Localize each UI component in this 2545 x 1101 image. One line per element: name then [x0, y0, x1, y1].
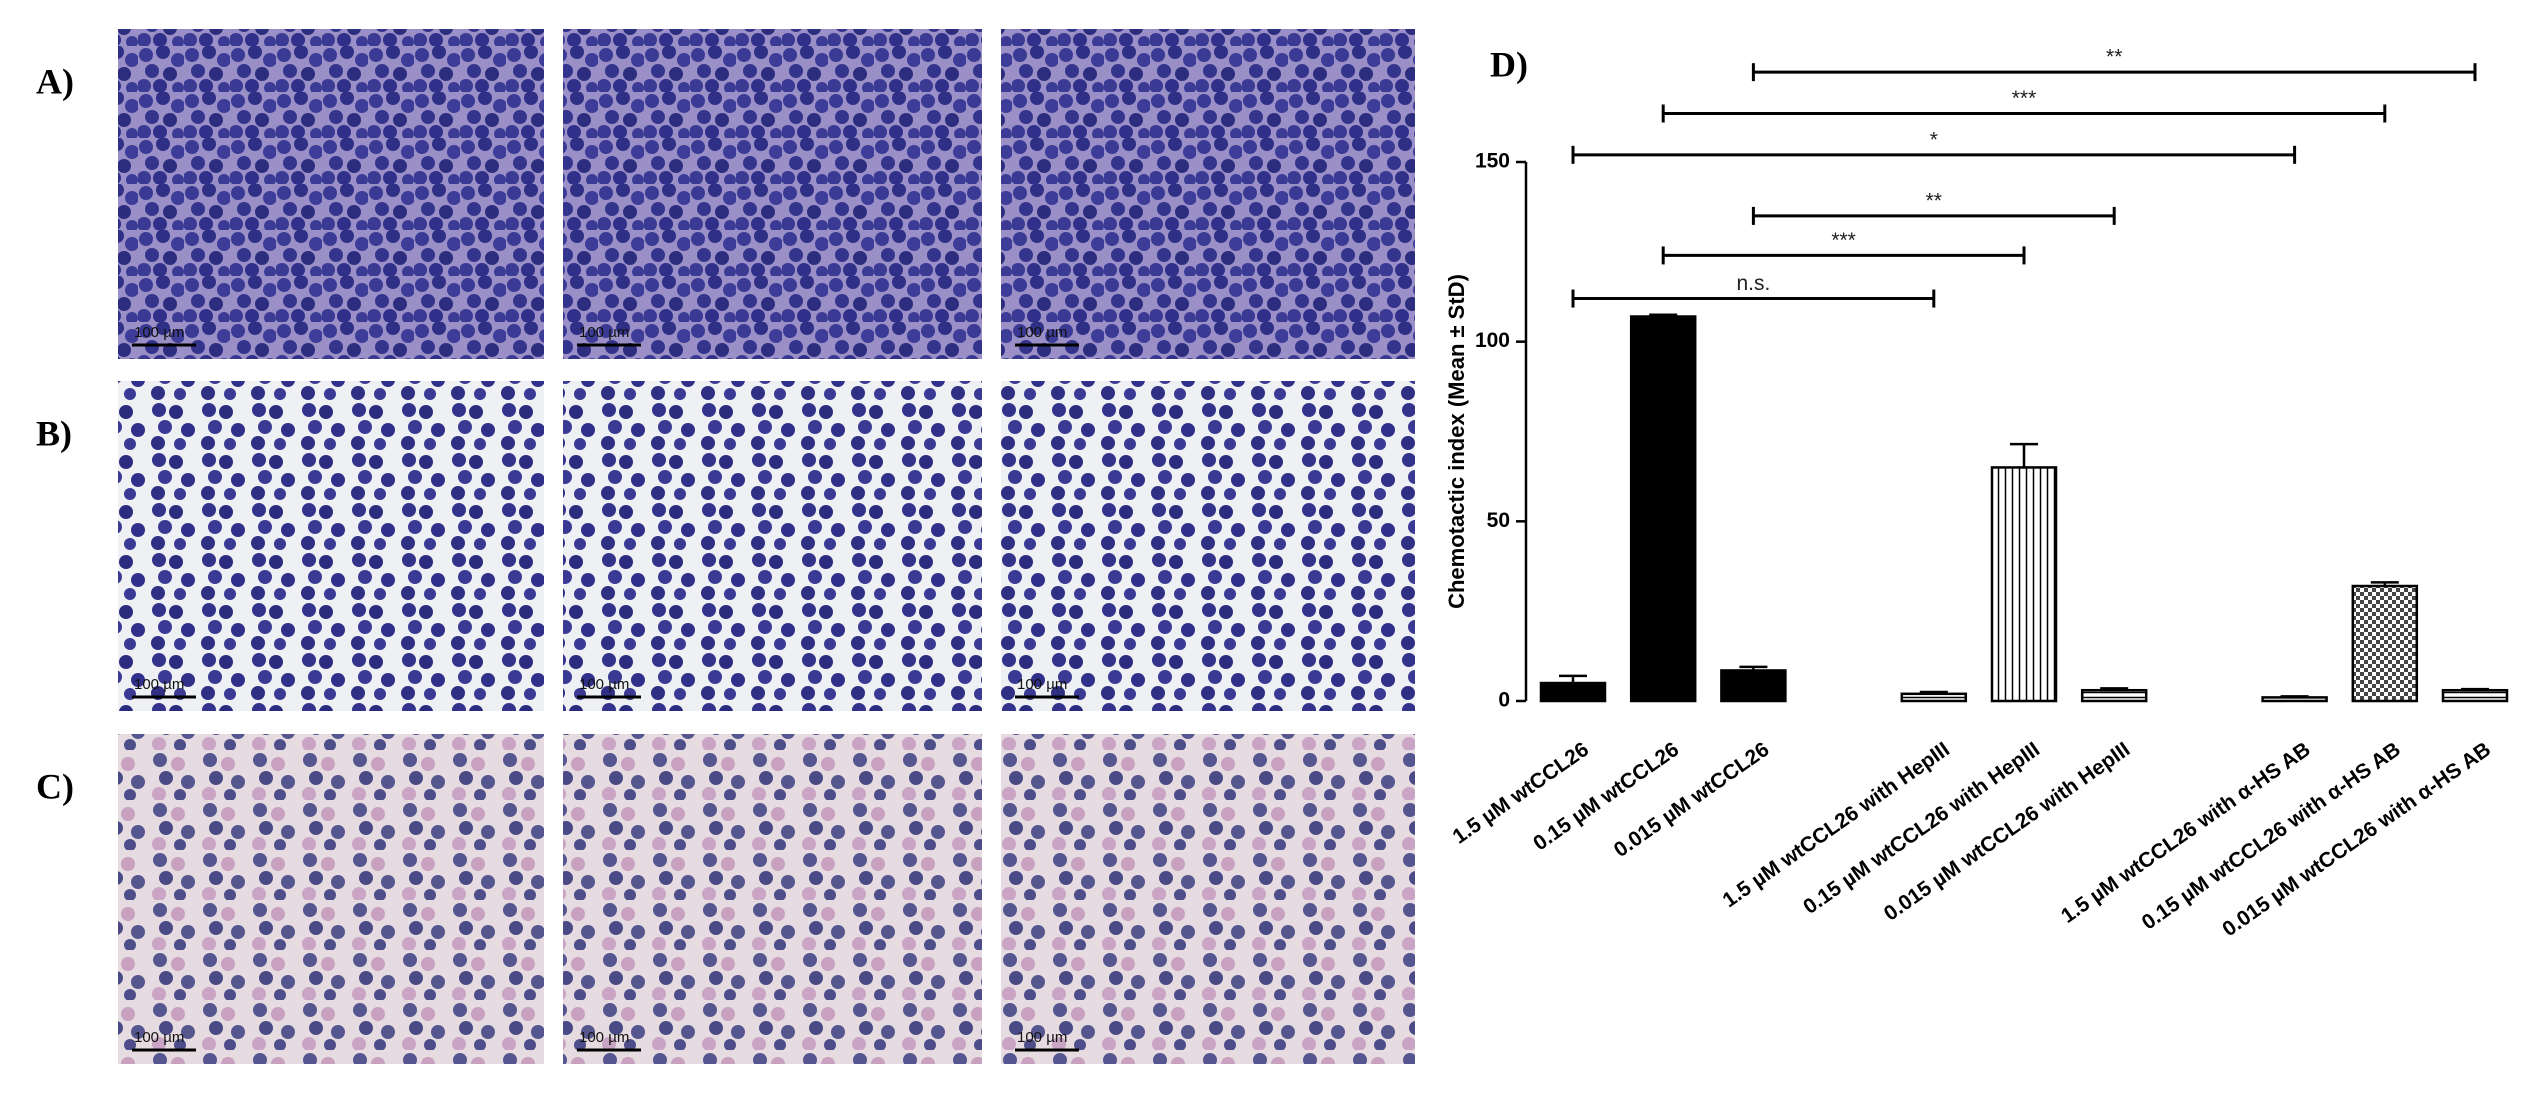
micrograph [1001, 381, 1415, 711]
y-tick-label: 150 [1475, 150, 1510, 173]
error-bar [2100, 687, 2129, 691]
panel-label: B) [36, 413, 72, 453]
bar [1629, 315, 1697, 703]
panel-label: A) [36, 61, 74, 101]
micrograph [118, 381, 544, 711]
error-bar [2461, 687, 2489, 691]
significance-bracket [1571, 145, 2297, 164]
scale-bar-label: 100 µm [579, 676, 629, 693]
bar-chart: D) 0 50 100 150 Chemotactic index (Mean ± StD… [1444, 44, 2509, 941]
micrograph-panels: A) 100 µm 100 µm 100 µm B) 100 µm 100 µm 100 µm… [36, 29, 1415, 1064]
y-tick-label: 100 [1475, 329, 1510, 352]
micrograph [1001, 734, 1415, 1064]
significance-label: ** [2106, 46, 2122, 69]
significance-bracket [1751, 63, 2477, 82]
significance-label: *** [2012, 87, 2037, 110]
error-bar [2010, 442, 2038, 468]
y-axis-label: Chemotactic index (Mean ± StD) [1444, 274, 1469, 609]
significance-label: ** [1926, 189, 1942, 212]
panel-label: D) [1490, 44, 1528, 84]
bar [2351, 584, 2419, 703]
scale-bar-label: 100 µm [1017, 676, 1067, 693]
error-bar [2370, 581, 2399, 587]
scale-bar-label: 100 µm [134, 676, 184, 693]
significance-label: * [1930, 128, 1938, 151]
significance-bracket [1751, 206, 2116, 225]
bar [1539, 681, 1607, 703]
y-tick-label: 50 [1487, 509, 1510, 532]
panel-label: C) [36, 766, 74, 806]
significance-bracket [1571, 289, 1936, 308]
scale-bar-label: 100 µm [134, 1029, 184, 1046]
x-tick-label: 0.15 µM wtCCL26 [1529, 738, 1683, 855]
bar [2261, 696, 2328, 703]
scale-bar-label: 100 µm [579, 324, 629, 341]
significance-label: n.s. [1736, 272, 1770, 295]
bar [1720, 669, 1787, 703]
error-bar [2280, 695, 2309, 698]
micrograph [1001, 29, 1415, 359]
bar [2441, 688, 2509, 703]
error-bar [1919, 690, 1948, 694]
significance-label: *** [1831, 229, 1856, 252]
x-tick-label: 0.015 µM wtCCL26 [1610, 738, 1774, 862]
micrograph [118, 29, 544, 359]
scale-bar-label: 100 µm [1017, 1029, 1067, 1046]
scale-bar-label: 100 µm [134, 324, 184, 341]
significance-bracket [1661, 246, 2026, 265]
scale-bar-label: 100 µm [1017, 324, 1067, 341]
scale-bar-label: 100 µm [579, 1029, 629, 1046]
micrograph [563, 381, 982, 711]
micrograph [118, 734, 544, 1064]
micrograph [563, 734, 982, 1064]
bar [1900, 692, 1968, 703]
bar [2080, 688, 2148, 703]
bar [1990, 466, 2058, 703]
micrograph [563, 29, 982, 359]
error-bar [1739, 665, 1768, 671]
error-bar [1559, 674, 1587, 684]
significance-bracket [1661, 104, 2387, 123]
y-tick-label: 0 [1498, 689, 1510, 712]
error-bar [1649, 313, 1678, 317]
